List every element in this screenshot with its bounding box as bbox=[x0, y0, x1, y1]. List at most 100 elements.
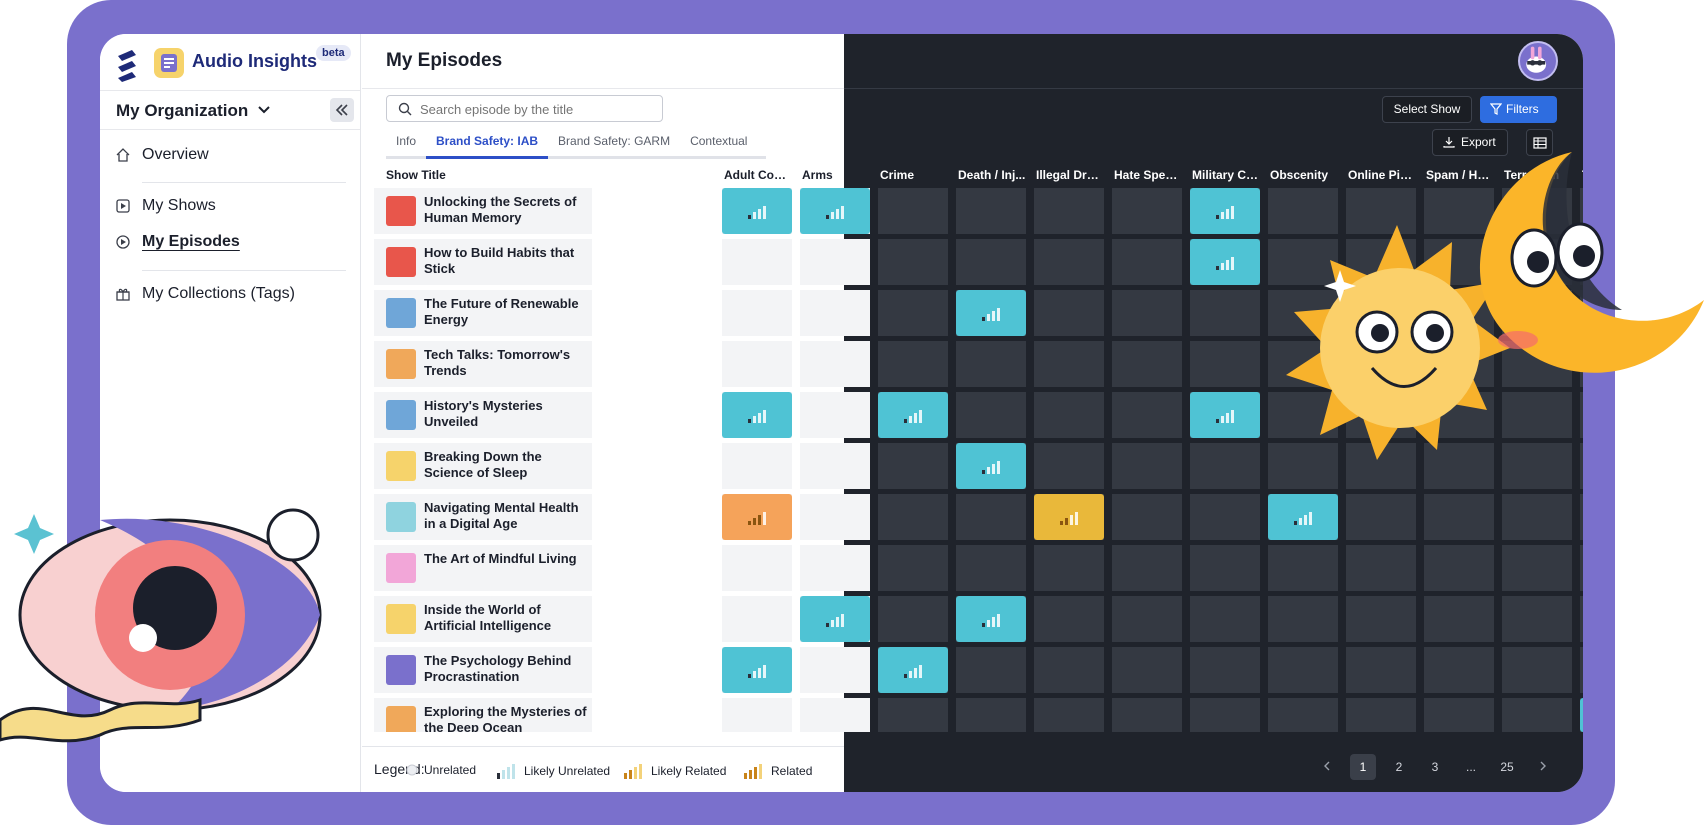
signal-cell[interactable] bbox=[1190, 188, 1260, 234]
signal-cell[interactable] bbox=[1346, 698, 1416, 732]
signal-cell[interactable] bbox=[1112, 392, 1182, 438]
signal-cell[interactable] bbox=[1424, 647, 1494, 693]
signal-badge-likely-unrelated[interactable] bbox=[800, 596, 870, 642]
user-avatar[interactable] bbox=[1518, 41, 1558, 81]
signal-cell[interactable] bbox=[1346, 647, 1416, 693]
table-row[interactable]: Navigating Mental Health in a Digital Ag… bbox=[374, 494, 592, 540]
episode-title[interactable]: Exploring the Mysteries of the Deep Ocea… bbox=[424, 704, 587, 732]
signal-cell[interactable] bbox=[1112, 188, 1182, 234]
signal-cell[interactable] bbox=[1424, 188, 1494, 234]
episode-title[interactable]: Breaking Down the Science of Sleep bbox=[424, 449, 542, 480]
org-switcher[interactable]: My Organization bbox=[100, 90, 360, 130]
signal-cell[interactable] bbox=[1190, 341, 1260, 387]
signal-cell[interactable] bbox=[1502, 545, 1572, 591]
table-row[interactable]: Exploring the Mysteries of the Deep Ocea… bbox=[374, 698, 592, 732]
signal-cell[interactable] bbox=[1034, 494, 1104, 540]
signal-cell[interactable] bbox=[1424, 698, 1494, 732]
signal-badge-likely-unrelated[interactable] bbox=[878, 647, 948, 693]
column-header[interactable]: Online Pira... bbox=[1348, 168, 1416, 182]
export-button[interactable]: Export bbox=[1432, 129, 1508, 156]
signal-cell[interactable] bbox=[1268, 443, 1338, 489]
signal-cell[interactable] bbox=[1112, 698, 1182, 732]
signal-badge-likely-unrelated[interactable] bbox=[1190, 392, 1260, 438]
signal-cell[interactable] bbox=[1034, 239, 1104, 285]
signal-badge-likely-unrelated[interactable] bbox=[722, 392, 792, 438]
collapse-sidebar-button[interactable] bbox=[330, 98, 354, 122]
signal-cell[interactable] bbox=[1346, 596, 1416, 642]
signal-badge-likely-unrelated[interactable] bbox=[1190, 239, 1260, 285]
signal-cell[interactable] bbox=[1268, 596, 1338, 642]
signal-cell[interactable] bbox=[1112, 341, 1182, 387]
signal-badge-likely-unrelated[interactable] bbox=[1268, 494, 1338, 540]
signal-cell[interactable] bbox=[1346, 188, 1416, 234]
signal-cell[interactable] bbox=[1502, 494, 1572, 540]
table-row[interactable]: Inside the World of Artificial Intellige… bbox=[374, 596, 592, 642]
table-row[interactable]: Breaking Down the Science of Sleep bbox=[374, 443, 592, 489]
tab-brand-safety-garm[interactable]: Brand Safety: GARM bbox=[558, 134, 671, 148]
signal-badge-likely-unrelated[interactable] bbox=[800, 188, 870, 234]
signal-cell[interactable] bbox=[800, 494, 870, 540]
signal-cell[interactable] bbox=[1580, 596, 1583, 642]
signal-cell[interactable] bbox=[722, 443, 792, 489]
episode-title[interactable]: Inside the World of Artificial Intellige… bbox=[424, 602, 552, 633]
page-button-1[interactable]: 1 bbox=[1350, 754, 1376, 780]
signal-badge-likely-unrelated[interactable] bbox=[956, 443, 1026, 489]
signal-cell[interactable] bbox=[878, 596, 948, 642]
page-button-25[interactable]: 25 bbox=[1500, 760, 1514, 774]
signal-cell[interactable] bbox=[1112, 239, 1182, 285]
signal-cell[interactable] bbox=[1034, 545, 1104, 591]
column-header[interactable]: Illegal Drugs bbox=[1036, 168, 1104, 182]
table-row[interactable]: How to Build Habits that Stick bbox=[374, 239, 592, 285]
signal-cell[interactable] bbox=[722, 596, 792, 642]
search-input[interactable] bbox=[420, 100, 656, 118]
signal-cell[interactable] bbox=[1034, 647, 1104, 693]
page-button-3[interactable]: 3 bbox=[1431, 760, 1439, 774]
filters-button[interactable]: Filters bbox=[1480, 96, 1557, 123]
signal-cell[interactable] bbox=[1034, 188, 1104, 234]
signal-cell[interactable] bbox=[956, 443, 1026, 489]
signal-cell[interactable] bbox=[722, 545, 792, 591]
signal-cell[interactable] bbox=[956, 239, 1026, 285]
signal-cell[interactable] bbox=[1580, 392, 1583, 438]
nav-overview[interactable]: Overview bbox=[116, 146, 209, 164]
signal-cell[interactable] bbox=[722, 341, 792, 387]
column-header[interactable]: Military Co... bbox=[1192, 168, 1260, 182]
tab-info[interactable]: Info bbox=[396, 134, 417, 148]
signal-cell[interactable] bbox=[878, 392, 948, 438]
signal-cell[interactable] bbox=[1424, 443, 1494, 489]
signal-cell[interactable] bbox=[800, 545, 870, 591]
signal-cell[interactable] bbox=[878, 443, 948, 489]
signal-cell[interactable] bbox=[956, 188, 1026, 234]
signal-cell[interactable] bbox=[1190, 443, 1260, 489]
nav-my-episodes[interactable]: My Episodes bbox=[116, 233, 240, 251]
signal-cell[interactable] bbox=[1190, 596, 1260, 642]
signal-cell[interactable] bbox=[800, 290, 870, 336]
signal-cell[interactable] bbox=[1112, 290, 1182, 336]
signal-cell[interactable] bbox=[1034, 443, 1104, 489]
column-header[interactable]: Obscenity bbox=[1270, 168, 1329, 182]
signal-cell[interactable] bbox=[1268, 494, 1338, 540]
episode-title[interactable]: Unlocking the Secrets of Human Memory bbox=[424, 194, 577, 225]
signal-cell[interactable] bbox=[1502, 596, 1572, 642]
signal-cell[interactable] bbox=[878, 239, 948, 285]
signal-cell[interactable] bbox=[1580, 494, 1583, 540]
signal-cell[interactable] bbox=[956, 698, 1026, 732]
signal-cell[interactable] bbox=[1268, 698, 1338, 732]
signal-cell[interactable] bbox=[1034, 698, 1104, 732]
signal-cell[interactable] bbox=[1112, 443, 1182, 489]
signal-cell[interactable] bbox=[1502, 443, 1572, 489]
signal-cell[interactable] bbox=[1112, 596, 1182, 642]
signal-badge-likely-unrelated[interactable] bbox=[722, 647, 792, 693]
signal-cell[interactable] bbox=[800, 392, 870, 438]
pager-prev-button[interactable] bbox=[1314, 754, 1340, 780]
signal-cell[interactable] bbox=[722, 647, 792, 693]
signal-cell[interactable] bbox=[1112, 545, 1182, 591]
column-header[interactable]: Death / Inj... bbox=[958, 168, 1026, 182]
signal-cell[interactable] bbox=[722, 239, 792, 285]
signal-cell[interactable] bbox=[956, 392, 1026, 438]
signal-cell[interactable] bbox=[1268, 239, 1338, 285]
column-header[interactable]: Hate Spee... bbox=[1114, 168, 1182, 182]
signal-cell[interactable] bbox=[1580, 545, 1583, 591]
signal-badge-likely-related[interactable] bbox=[1034, 494, 1104, 540]
signal-badge-likely-unrelated[interactable] bbox=[956, 596, 1026, 642]
